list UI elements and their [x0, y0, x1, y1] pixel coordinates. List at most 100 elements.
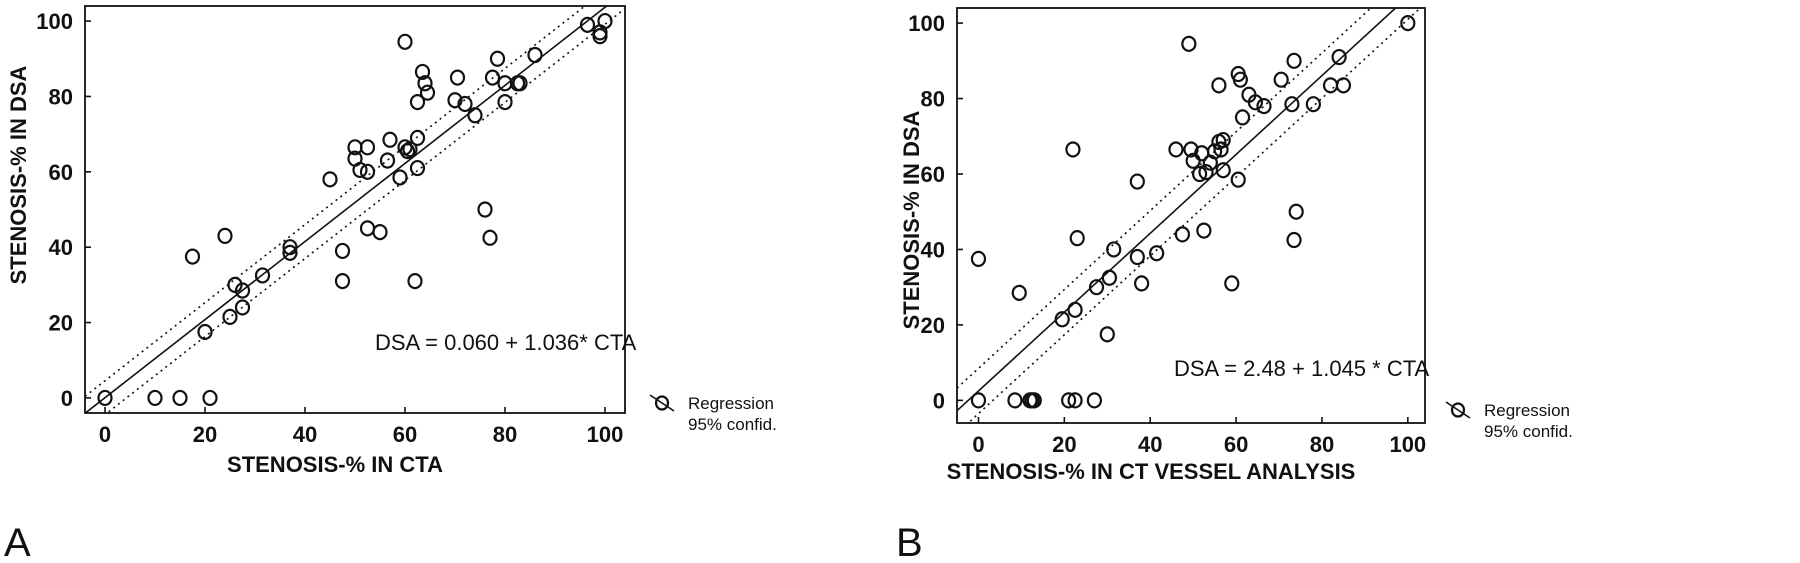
- regression-group: [85, 6, 625, 413]
- y-tick-label: 0: [933, 388, 945, 413]
- regression-line: [957, 8, 1397, 412]
- data-point: [197, 323, 213, 341]
- x-tick-label: 100: [587, 422, 624, 447]
- x-axis-label: STENOSIS-% IN CT VESSEL ANALYSIS: [947, 459, 1356, 484]
- data-point: [419, 84, 436, 101]
- data-point: [1149, 245, 1165, 262]
- data-point: [512, 75, 528, 92]
- data-point: [1256, 97, 1272, 115]
- data-point: [397, 33, 413, 50]
- y-tick-label: 100: [36, 9, 73, 34]
- data-point: [1331, 48, 1347, 66]
- data-point: [417, 75, 433, 92]
- scatter-plot-b: 0 20 40 60 80 100 0 20 40 60 80 100 STENOSIS-% IN CT…: [896, 7, 1573, 563]
- data-point: [1061, 392, 1077, 409]
- data-point: [402, 141, 418, 158]
- data-point: [597, 12, 613, 30]
- y-tick-label: 80: [49, 84, 73, 109]
- panel-letter: A: [4, 521, 31, 563]
- data-point: [1067, 392, 1083, 409]
- data-point: [399, 142, 416, 160]
- chart-panel-b: 0 20 40 60 80 100 0 20 40 60 80 100 STENOSIS-% IN CT…: [896, 0, 1800, 563]
- data-point: [970, 250, 987, 267]
- data-point: [1026, 392, 1042, 409]
- scatter-plot-a: 0 20 40 60 80 100 0 20 40 60 80 100 STENOSIS-% IN CT…: [4, 5, 777, 563]
- data-point: [1134, 275, 1150, 292]
- data-point: [407, 273, 423, 290]
- data-point: [282, 244, 298, 261]
- data-point: [1129, 173, 1145, 190]
- x-tick-label: 20: [1052, 432, 1076, 457]
- data-point: [477, 201, 493, 218]
- data-point: [1054, 311, 1070, 328]
- data-point: [217, 227, 233, 244]
- data-point: [334, 242, 351, 260]
- x-tick-label: 40: [1138, 432, 1162, 457]
- x-tick-label: 80: [493, 422, 517, 447]
- data-point: [1286, 231, 1302, 249]
- data-point: [359, 163, 376, 180]
- x-tick-label: 0: [972, 432, 984, 457]
- y-tick-label: 40: [49, 235, 73, 260]
- y-tick-label: 80: [921, 87, 945, 112]
- regression-group: [957, 8, 1422, 423]
- data-point: [1069, 230, 1085, 247]
- data-point: [1196, 222, 1212, 239]
- legend-regression-symbol: [1445, 401, 1471, 419]
- data-point: [497, 75, 513, 92]
- data-point: [467, 107, 483, 124]
- data-point: [970, 392, 987, 409]
- data-point: [222, 308, 238, 326]
- data-point: [1247, 94, 1264, 111]
- data-point: [1129, 248, 1145, 266]
- data-point: [1211, 77, 1227, 94]
- legend-confidence-label: 95% confid.: [688, 415, 777, 434]
- data-point: [234, 282, 251, 299]
- y-tick-label: 100: [908, 11, 945, 36]
- data-point: [1224, 275, 1240, 292]
- data-point: [1322, 77, 1339, 94]
- legend-point-symbol: [1450, 402, 1466, 418]
- data-point: [254, 267, 271, 284]
- data-point: [1181, 35, 1197, 52]
- legend-regression-symbol: [649, 394, 675, 412]
- data-point: [1007, 392, 1023, 409]
- data-point: [484, 69, 501, 86]
- data-point: [1106, 241, 1122, 258]
- data-point: [359, 139, 376, 156]
- y-tick-label: 60: [921, 162, 945, 187]
- data-point: [1088, 279, 1105, 296]
- x-tick-label: 100: [1389, 432, 1426, 457]
- data-point: [372, 224, 388, 241]
- confidence-upper-line: [957, 8, 1373, 389]
- data-point: [1168, 141, 1184, 158]
- data-point: [1273, 71, 1289, 88]
- confidence-lower-line: [105, 7, 625, 413]
- data-point: [1232, 71, 1248, 88]
- data-point: [334, 273, 351, 290]
- data-point: [382, 131, 398, 148]
- chart-panel-a: 0 20 40 60 80 100 0 20 40 60 80 100 STENOSIS-% IN CT…: [4, 5, 777, 563]
- data-point: [322, 171, 338, 188]
- y-tick-label: 20: [921, 313, 945, 338]
- x-tick-label: 80: [1310, 432, 1334, 457]
- confidence-lower-line: [967, 8, 1422, 423]
- data-point: [184, 248, 201, 265]
- data-point: [447, 92, 463, 109]
- legend-regression-label: Regression: [688, 394, 774, 413]
- y-tick-label: 20: [49, 311, 73, 336]
- plot-frame: [84, 5, 626, 414]
- x-tick-label: 60: [1224, 432, 1248, 457]
- plot-frame: [956, 7, 1426, 424]
- data-point: [1335, 77, 1352, 94]
- data-point: [392, 169, 408, 186]
- data-point: [1400, 14, 1416, 32]
- data-point: [282, 239, 298, 256]
- y-tick-label: 40: [921, 237, 945, 262]
- data-point: [1065, 141, 1081, 158]
- data-point: [489, 50, 506, 67]
- data-point: [1230, 171, 1246, 188]
- data-point: [1207, 143, 1223, 160]
- legend-confidence-label: 95% confid.: [1484, 422, 1573, 441]
- y-axis-label: STENOSIS-% IN DSA: [6, 65, 31, 284]
